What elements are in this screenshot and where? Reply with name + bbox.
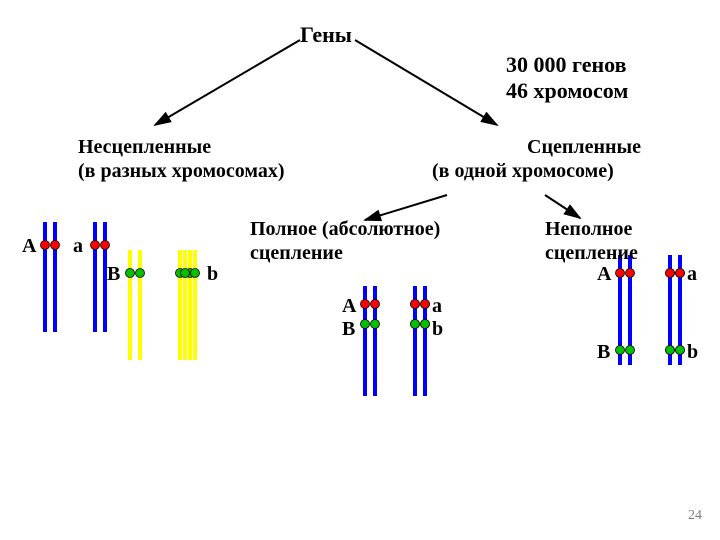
- branch-partial-sub: сцепление: [545, 242, 638, 265]
- allele-0-R: а: [73, 235, 83, 258]
- allele-2-R1: b: [432, 318, 443, 341]
- allele-3-R0: а: [687, 263, 697, 286]
- fact-1: 46 хромосом: [506, 78, 628, 104]
- allele-1-L: В: [107, 263, 120, 286]
- allele-3-L0: А: [597, 263, 611, 286]
- allele-1-R: b: [207, 263, 218, 286]
- branch-full-sub: сцепление: [250, 242, 343, 265]
- branch-partial: Неполное: [545, 218, 632, 241]
- right-branch: Сцепленные: [527, 136, 641, 159]
- left-branch: Несцепленные: [78, 136, 211, 159]
- right-branch-sub: (в одной хромосоме): [432, 160, 614, 183]
- left-branch-sub: (в разных хромосомах): [78, 160, 285, 183]
- allele-2-L0: А: [342, 295, 356, 318]
- allele-3-R1: b: [687, 341, 698, 364]
- allele-3-L1: В: [597, 341, 610, 364]
- slide-number: 24: [688, 508, 702, 524]
- allele-0-L: А: [22, 235, 36, 258]
- title: Гены: [300, 22, 352, 48]
- allele-2-R0: а: [432, 295, 442, 318]
- fact-0: 30 000 генов: [506, 52, 626, 78]
- allele-2-L1: В: [342, 318, 355, 341]
- branch-full: Полное (абсолютное): [250, 218, 440, 241]
